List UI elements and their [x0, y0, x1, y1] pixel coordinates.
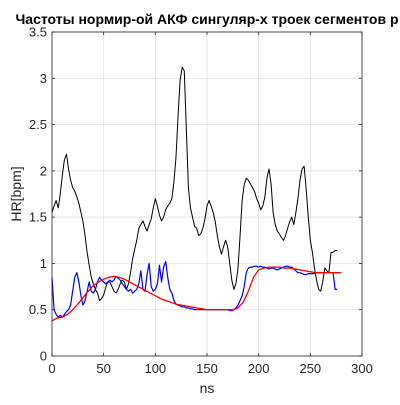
ticks: 0 50 100 150 200 250 300 0 0.5 1 1.5 2 2.5 3 3.5	[29, 25, 373, 377]
series-black-line	[51, 66, 338, 301]
x-tick-label: 0	[48, 361, 55, 376]
y-tick-label: 2.5	[29, 117, 47, 132]
x-tick-label: 50	[96, 361, 110, 376]
x-tick-label: 150	[196, 361, 218, 376]
y-tick-label: 0.5	[29, 302, 47, 317]
series-blue-line	[51, 260, 338, 318]
y-tick-label: 2	[40, 163, 47, 178]
y-tick-label: 1.5	[29, 210, 47, 225]
y-tick-label: 0	[40, 349, 47, 364]
x-axis-label: ns	[200, 380, 215, 396]
y-axis-label: HR[bpm]	[8, 166, 24, 221]
x-tick-label: 300	[351, 361, 373, 376]
chart-title: Частоты нормир-ой АКФ сингуляр-х троек с…	[15, 11, 398, 27]
series-red-line	[51, 266, 342, 322]
y-tick-label: 1	[40, 256, 47, 271]
x-tick-label: 200	[248, 361, 270, 376]
y-tick-label: 3	[40, 71, 47, 86]
y-tick-label: 3.5	[29, 25, 47, 40]
x-tick-label: 250	[299, 361, 321, 376]
series-group	[51, 66, 342, 322]
x-tick-label: 100	[144, 361, 166, 376]
